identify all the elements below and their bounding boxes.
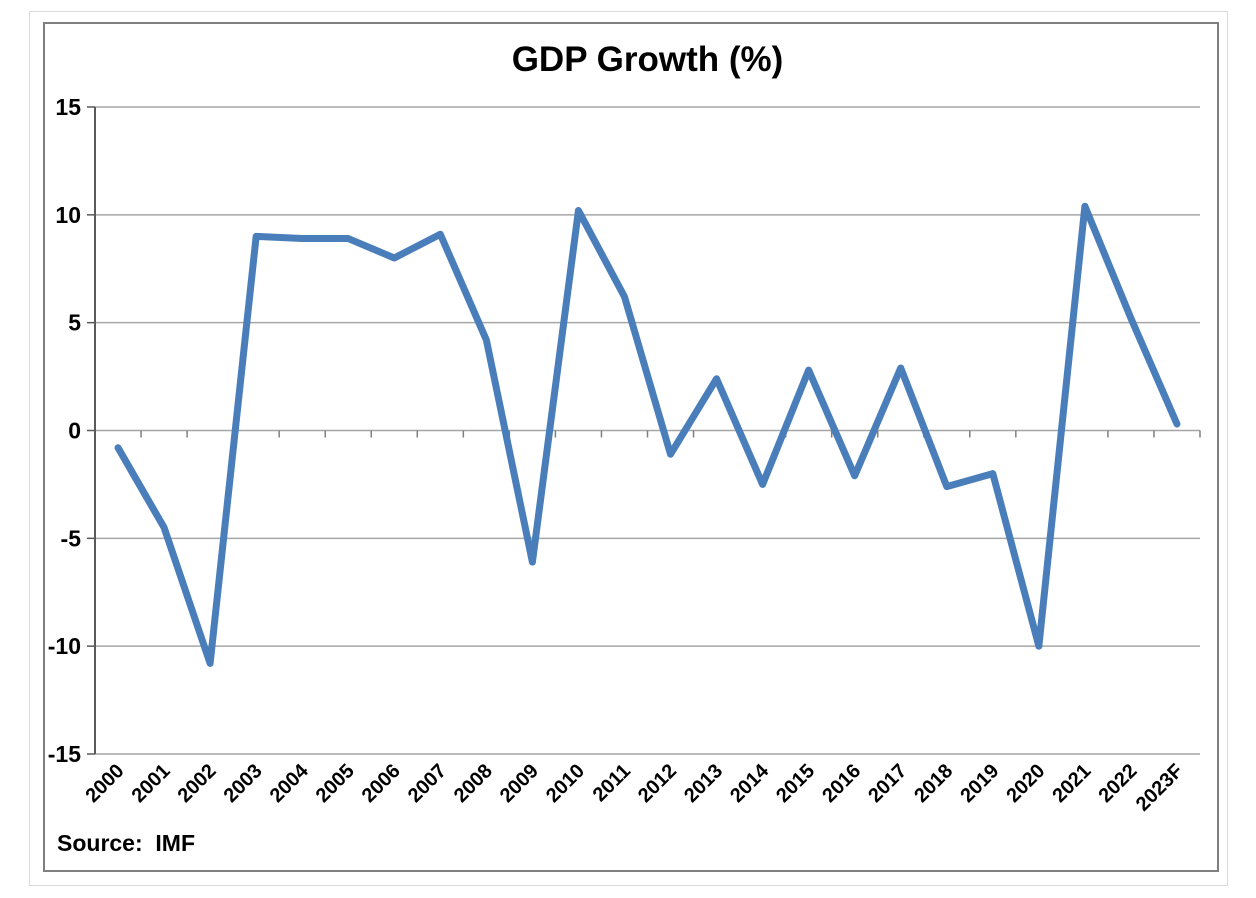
- x-tick-label-2015: 2015: [772, 760, 819, 807]
- chart-title: GDP Growth (%): [511, 40, 784, 79]
- x-tick-label-2000: 2000: [82, 760, 129, 807]
- x-tick-label-2014: 2014: [726, 759, 774, 807]
- y-tick-label--15: -15: [48, 741, 81, 767]
- x-tick-label-2010: 2010: [542, 760, 589, 807]
- x-tick-label-2019: 2019: [956, 760, 1003, 807]
- y-tick-label-10: 10: [55, 202, 81, 228]
- x-tick-label-2011: 2011: [589, 760, 635, 806]
- y-tick-label-15: 15: [55, 94, 81, 120]
- y-tick-label--10: -10: [48, 633, 81, 659]
- x-tick-label-2017: 2017: [864, 760, 911, 807]
- x-tick-label-2008: 2008: [450, 760, 497, 807]
- x-tick-label-2007: 2007: [404, 760, 451, 807]
- x-tick-label-2016: 2016: [818, 760, 865, 807]
- x-tick-label-2004: 2004: [266, 759, 314, 807]
- x-tick-label-2018: 2018: [910, 760, 957, 807]
- source-label: Source: IMF: [57, 830, 196, 856]
- x-tick-label-2012: 2012: [634, 760, 681, 807]
- x-tick-label-2001: 2001: [128, 760, 175, 807]
- x-tick-label-2005: 2005: [312, 760, 359, 807]
- y-tick-label-0: 0: [68, 418, 81, 444]
- y-tick-label-5: 5: [68, 310, 81, 336]
- x-tick-label-2013: 2013: [680, 760, 727, 807]
- x-tick-label-2009: 2009: [496, 760, 543, 807]
- x-tick-label-2020: 2020: [1002, 760, 1049, 807]
- x-tick-label-2002: 2002: [174, 760, 221, 807]
- gdp-growth-chart: GDP Growth (%) 15 10 5 0 -5 -10 -15 2000 2001 200…: [43, 22, 1219, 872]
- y-tick-label--5: -5: [61, 525, 82, 551]
- gdp-growth-line: [114, 202, 1181, 667]
- page-frame: [29, 11, 1228, 886]
- x-tick-label-2003: 2003: [220, 760, 267, 807]
- x-tick-label-2006: 2006: [358, 760, 405, 807]
- x-tick-label-2021: 2021: [1048, 760, 1095, 807]
- x-tick-label-2023F: 2023F: [1132, 760, 1188, 816]
